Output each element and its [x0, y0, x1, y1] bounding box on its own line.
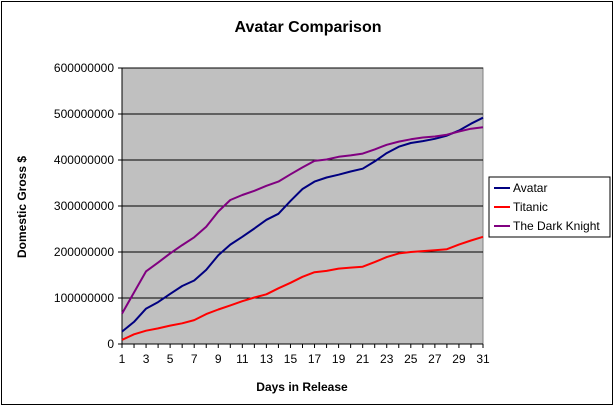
- legend-label-avatar: Avatar: [513, 181, 547, 195]
- y-tick-label: 300000000: [54, 199, 114, 213]
- y-tick-label: 100000000: [54, 291, 114, 305]
- x-tick-label: 17: [308, 352, 322, 366]
- legend-label-the-dark-knight: The Dark Knight: [513, 219, 600, 233]
- x-tick-label: 19: [332, 352, 346, 366]
- y-tick-label: 400000000: [54, 153, 114, 167]
- plot-area: [121, 67, 484, 345]
- series-line-the-dark-knight: [121, 126, 484, 315]
- x-tick-label: 25: [404, 352, 418, 366]
- legend: Avatar Titanic The Dark Knight: [488, 176, 611, 238]
- chart-title: Avatar Comparison: [235, 19, 382, 36]
- x-tick-label: 9: [215, 352, 222, 366]
- y-axis-label: Domestic Gross $: [15, 156, 29, 258]
- x-tick-label: 23: [380, 352, 394, 366]
- x-tick-label: 3: [143, 352, 150, 366]
- x-axis-label: Days in Release: [256, 380, 348, 394]
- x-tick-label: 29: [452, 352, 466, 366]
- x-tick-label: 15: [284, 352, 298, 366]
- y-tick-label: 500000000: [54, 107, 114, 121]
- series-line-avatar: [121, 116, 484, 333]
- x-tick-label: 27: [428, 352, 442, 366]
- y-axis-ticks: 0 100000000 200000000 300000000 400000000 500…: [54, 61, 122, 351]
- x-tick-label: 13: [260, 352, 274, 366]
- x-tick-label: 31: [476, 352, 490, 366]
- x-tick-label: 5: [167, 352, 174, 366]
- x-tick-label: 21: [356, 352, 370, 366]
- y-tick-label: 200000000: [54, 245, 114, 259]
- x-tick-label: 7: [191, 352, 198, 366]
- y-tick-label: 600000000: [54, 61, 114, 75]
- legend-label-titanic: Titanic: [513, 200, 548, 214]
- series-line-titanic: [121, 235, 484, 341]
- x-tick-label: 1: [119, 352, 126, 366]
- x-axis-ticks: 1 3 5 7 9 11 13 15 17 19 21 23 25 27 29 31: [119, 344, 490, 366]
- x-tick-label: 11: [236, 352, 249, 366]
- y-tick-label: 0: [107, 337, 114, 351]
